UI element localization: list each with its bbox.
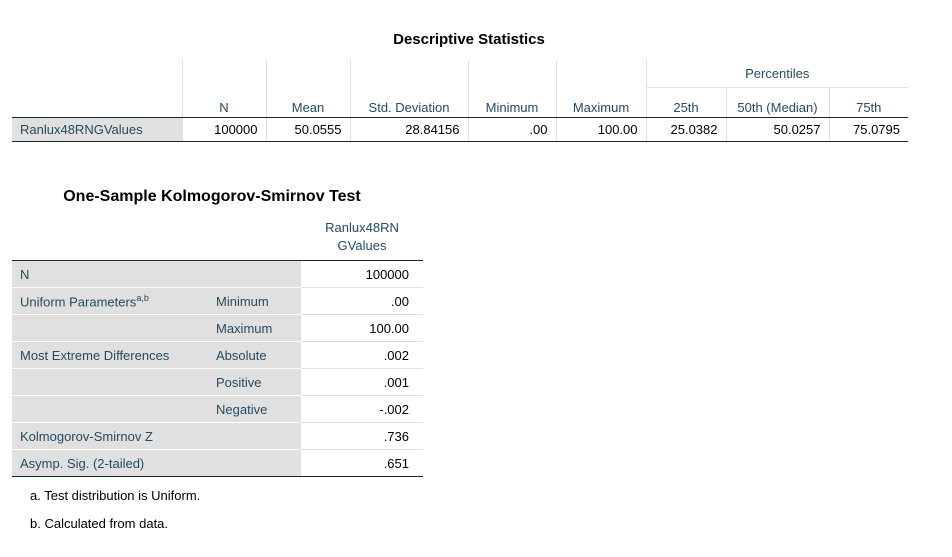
row-label [12,314,208,342]
table-cell: 50.0555 [265,117,350,142]
row-label: Most Extreme Differences [12,341,208,369]
column-header: 50th (Median) [725,87,829,118]
table-cell: .00 [467,117,556,142]
column-header: 75th [828,87,908,118]
row-label: Ranlux48RNGValues [12,117,182,142]
table-row: Kolmogorov-Smirnov Z .736 [12,422,423,450]
row-sublabel: Minimum [208,287,301,315]
table-cell: 100000 [181,117,266,142]
table-cell: 25.0382 [645,117,726,142]
table-cell: .736 [301,422,423,450]
row-label [12,395,208,423]
row-label: Kolmogorov-Smirnov Z [12,422,301,450]
table-row: Positive .001 [12,368,423,396]
row-sublabel: Positive [208,368,301,396]
column-header-line: Ranlux48RN [325,220,399,235]
row-sublabel: Maximum [208,314,301,342]
footnote: a. Test distribution is Uniform. [30,488,201,503]
table-cell: 100000 [301,260,423,288]
percentiles-header: Percentiles [645,60,908,88]
table-cell: -.002 [301,395,423,423]
row-sublabel: Negative [208,395,301,423]
row-sublabel: Absolute [208,341,301,369]
table-cell: .001 [301,368,423,396]
table-cell: 100.00 [555,117,646,142]
column-header: Mean [265,87,350,118]
table-row: Most Extreme Differences Absolute .002 [12,341,423,369]
row-label: Asymp. Sig. (2-tailed) [12,449,301,477]
column-header-line: GValues [337,238,387,253]
table-cell: .651 [301,449,423,477]
table-row: N 100000 [12,260,423,288]
table-cell: .00 [301,287,423,315]
table-cell: .002 [301,341,423,369]
ks-test-title: One-Sample Kolmogorov-Smirnov Test [63,188,361,205]
footnote-marker: a,b [136,292,149,303]
descriptive-statistics-table: Percentiles N Mean Std. Deviation Minimu… [12,60,908,142]
column-header: Minimum [467,87,556,118]
row-label [12,368,208,396]
table-row: Asymp. Sig. (2-tailed) .651 [12,449,423,477]
table-cell: 50.0257 [725,117,829,142]
column-header: Std. Deviation [349,87,468,118]
descriptive-statistics-title: Descriptive Statistics [393,31,545,48]
ks-test-table: Ranlux48RN GValues N 100000 Uniform Para… [12,214,423,477]
table-row: Ranlux48RNGValues 100000 50.0555 28.8415… [12,117,908,142]
table-cell: 100.00 [301,314,423,342]
table-cell: 75.0795 [828,117,908,142]
column-header: Maximum [555,87,646,118]
table-row: Negative -.002 [12,395,423,423]
row-label: Uniform Parametersa,b [12,287,208,315]
table-cell: 28.84156 [349,117,468,142]
row-label: N [12,260,301,288]
column-header: N [181,87,266,118]
column-header: Ranlux48RN GValues [301,214,423,261]
column-header: 25th [645,87,726,118]
table-row: Uniform Parametersa,b Minimum .00 [12,287,423,315]
footnote: b. Calculated from data. [30,516,169,531]
table-row: Maximum 100.00 [12,314,423,342]
